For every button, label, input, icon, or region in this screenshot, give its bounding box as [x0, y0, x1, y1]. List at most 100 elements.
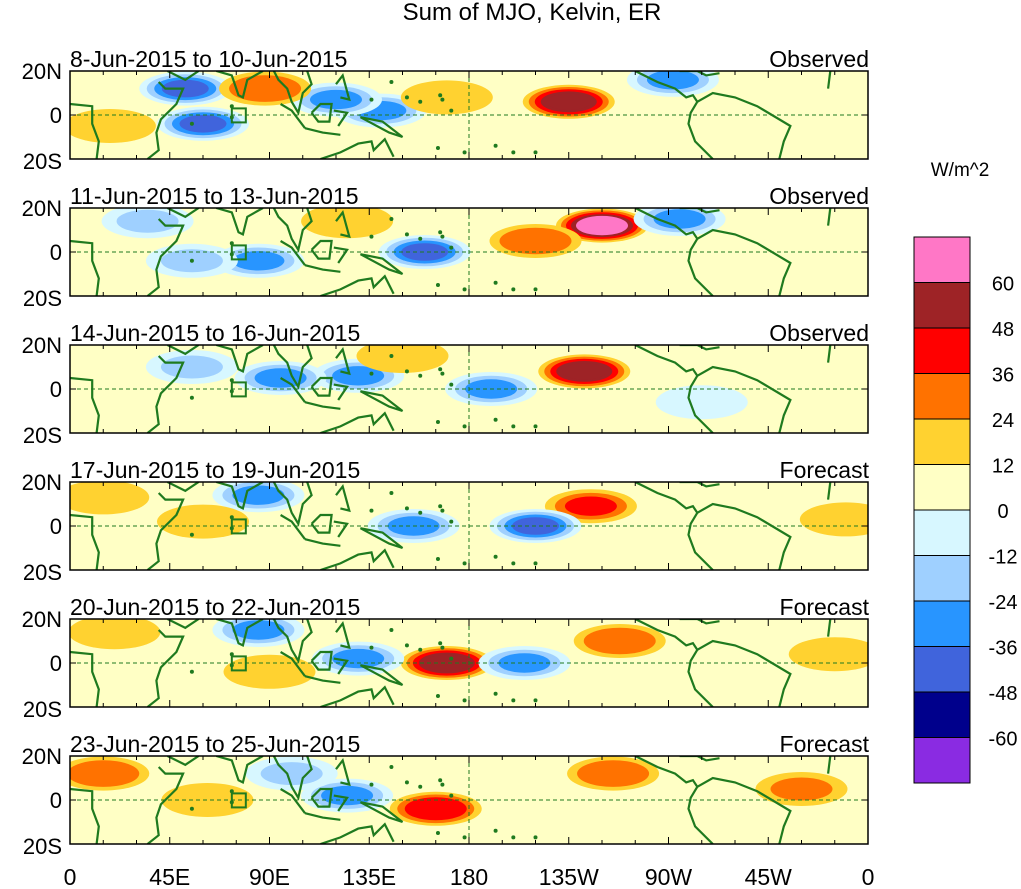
coastline: [634, 482, 714, 570]
coastline: [320, 137, 395, 159]
island: [434, 844, 438, 848]
island: [189, 121, 194, 126]
island: [449, 656, 454, 661]
island: [438, 230, 443, 235]
coastline: [280, 103, 306, 129]
island: [440, 645, 445, 650]
coastline: [827, 482, 832, 500]
coastline: [310, 513, 333, 534]
anomaly-contour: [161, 79, 209, 98]
island: [369, 645, 374, 650]
coastline: [70, 650, 100, 707]
y-tick-label: 20S: [23, 697, 62, 722]
anomaly-contour: [655, 385, 748, 420]
island: [438, 367, 443, 372]
colorbar-label: 24: [992, 410, 1014, 432]
coastline: [335, 209, 351, 239]
anomaly-contour: [238, 660, 301, 684]
panel-period-label: 23-Jun-2015 to 25-Jun-2015: [70, 731, 360, 757]
coastline: [827, 619, 832, 637]
colorbar-swatch: [913, 737, 971, 784]
anomaly-contour: [646, 71, 699, 90]
coastline: [280, 514, 306, 540]
y-tick-label: 0: [50, 788, 62, 813]
coastline: [304, 127, 341, 136]
island: [229, 104, 234, 109]
island: [493, 143, 498, 148]
coastline: [696, 502, 792, 570]
coastline: [333, 109, 349, 127]
island: [435, 283, 440, 287]
x-tick-label: 45E: [149, 864, 190, 889]
coastline: [272, 345, 313, 390]
anomaly-contour: [593, 631, 646, 651]
coastline: [280, 651, 306, 677]
anomaly-contour: [415, 85, 478, 109]
coastline: [335, 483, 351, 513]
island: [449, 519, 454, 524]
panel-period-label: 14-Jun-2015 to 16-Jun-2015: [70, 320, 360, 346]
anomaly-field: [70, 756, 868, 848]
island: [434, 707, 438, 711]
island: [369, 371, 374, 376]
anomaly-contour: [77, 763, 130, 784]
island: [462, 561, 467, 566]
island: [229, 515, 234, 520]
island: [438, 778, 443, 783]
anomaly-field: [70, 71, 868, 159]
coastline: [215, 482, 264, 510]
panel-period-label: 8-Jun-2015 to 10-Jun-2015: [70, 46, 347, 72]
coastline: [634, 756, 714, 844]
coastline: [333, 383, 349, 401]
colorbar-swatch: [913, 646, 971, 693]
colorbar-label: -24: [989, 592, 1018, 614]
colorbar-swatch: [913, 327, 971, 374]
coastline: [333, 794, 349, 812]
island: [229, 789, 234, 794]
island: [404, 232, 409, 237]
coastline: [167, 619, 200, 630]
coastline: [304, 264, 341, 273]
anomaly-contour: [564, 496, 617, 516]
y-tick-label: 20S: [23, 834, 62, 859]
island: [189, 669, 194, 674]
y-tick-label: 20N: [22, 333, 62, 358]
island: [189, 532, 194, 537]
island: [440, 97, 445, 102]
coastline: [272, 619, 313, 664]
coastline: [696, 776, 792, 844]
coastline: [696, 639, 792, 707]
coastline: [272, 208, 313, 253]
island: [418, 373, 423, 378]
anomaly-contour: [401, 243, 449, 261]
coastline: [310, 650, 333, 671]
anomaly-contour: [160, 355, 223, 379]
coastline: [333, 520, 349, 538]
coastline: [827, 71, 832, 89]
y-tick-label: 20N: [22, 607, 62, 632]
island: [435, 557, 440, 561]
y-tick-label: 20N: [22, 744, 62, 769]
coastline: [320, 822, 395, 844]
anomaly-contour: [653, 209, 706, 229]
island: [435, 694, 440, 698]
x-tick-label: 0: [64, 864, 77, 889]
colorbar-swatch: [913, 236, 971, 283]
y-tick-label: 0: [50, 377, 62, 402]
panel-6: 20N 0 20S 23-Jun-2015 to 25-Jun-2015 Forecas…: [22, 731, 870, 859]
coastline: [696, 365, 792, 433]
island: [389, 491, 394, 495]
chart-title: Sum of MJO, Kelvin, ER: [403, 0, 662, 26]
island: [462, 424, 467, 429]
panel-status-label: Forecast: [780, 594, 870, 620]
anomaly-contour: [70, 619, 161, 650]
island: [189, 806, 194, 811]
anomaly-contour: [498, 653, 551, 673]
island: [462, 287, 467, 292]
anomaly-field: [70, 345, 868, 433]
coastline: [320, 274, 395, 296]
island: [389, 628, 394, 632]
coastline: [335, 620, 351, 650]
anomaly-field: [70, 619, 868, 711]
